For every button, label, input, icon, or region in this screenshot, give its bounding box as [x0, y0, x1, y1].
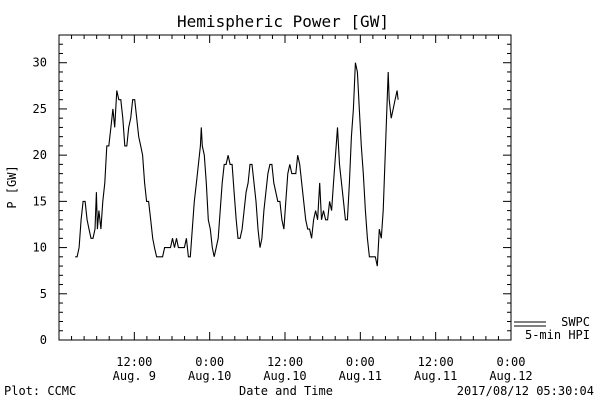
legend-item-swpc: SWPC	[561, 315, 590, 329]
x-tick-time-label: 12:00	[267, 355, 303, 369]
x-tick-date-label: Aug.11	[414, 369, 457, 383]
x-tick-time-label: 0:00	[195, 355, 224, 369]
x-tick-time-label: 12:00	[418, 355, 454, 369]
y-tick-label: 15	[33, 194, 47, 208]
y-tick-label: 5	[40, 287, 47, 301]
x-tick-time-label: 0:00	[497, 355, 526, 369]
x-tick-date-label: Aug.12	[489, 369, 532, 383]
plot-frame	[58, 34, 512, 341]
x-tick-time-label: 12:00	[116, 355, 152, 369]
x-tick-time-label: 0:00	[346, 355, 375, 369]
x-tick-date-label: Aug.10	[263, 369, 306, 383]
chart-title: Hemispheric Power [GW]	[177, 12, 389, 31]
y-tick-label: 25	[33, 102, 47, 116]
x-tick-date-label: Aug.11	[339, 369, 382, 383]
y-axis-label: P [GW]	[5, 165, 19, 208]
y-tick-label: 0	[40, 333, 47, 347]
y-tick-label: 20	[33, 148, 47, 162]
series-layer	[75, 62, 399, 267]
y-tick-label: 10	[33, 241, 47, 255]
footer-timestamp: 2017/08/12 05:30:04	[457, 384, 594, 398]
legend: SWPC 5-min HPI	[514, 315, 590, 342]
series-line-5-min-hpi	[75, 62, 399, 267]
y-tick-label: 30	[33, 56, 47, 70]
x-tick-date-label: Aug. 9	[113, 369, 156, 383]
legend-item-hpi: 5-min HPI	[525, 328, 590, 342]
y-axis: 0 5 10 15 20 25 30	[33, 34, 511, 347]
footer-plot-credit: Plot: CCMC	[4, 384, 76, 398]
x-tick-date-label: Aug.10	[188, 369, 231, 383]
x-axis-label: Date and Time	[239, 384, 333, 398]
